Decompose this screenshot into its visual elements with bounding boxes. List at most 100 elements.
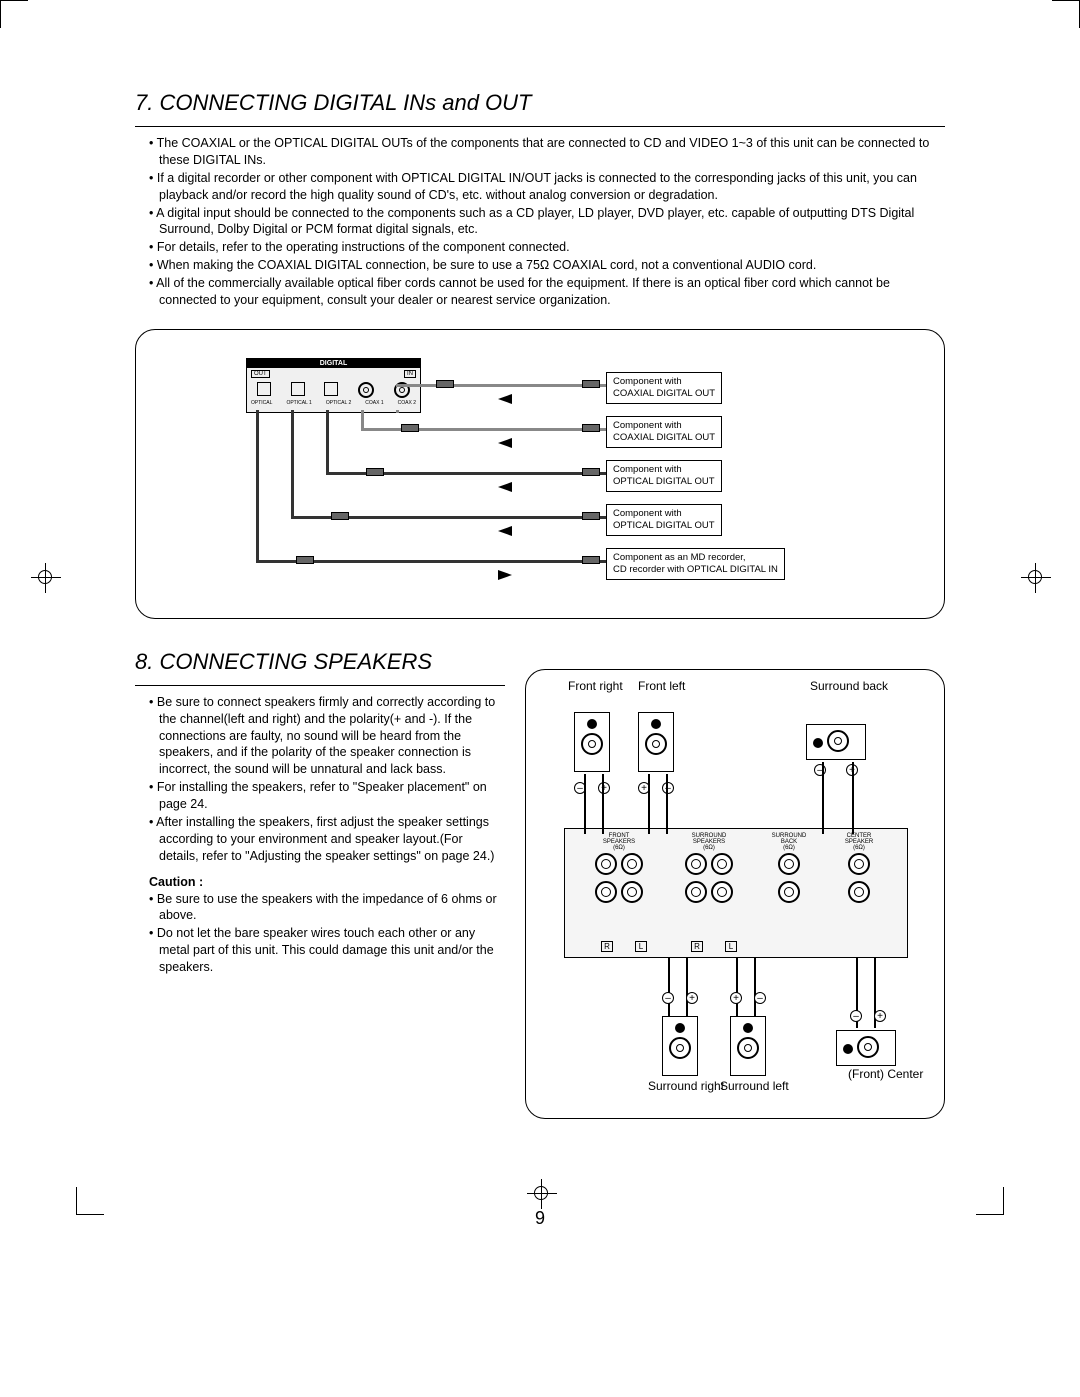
section8-bullets: Be sure to connect speakers firmly and c…: [135, 694, 505, 865]
r-label: R: [691, 941, 703, 952]
bullet: Do not let the bare speaker wires touch …: [149, 925, 505, 976]
component-box: Component withCOAXIAL DIGITAL OUT: [606, 416, 722, 448]
speaker-wire: [686, 958, 688, 1016]
bullet: All of the commercially available optica…: [149, 275, 945, 309]
signal-arrow-icon: [498, 482, 512, 492]
bullet: The COAXIAL or the OPTICAL DIGITAL OUTs …: [149, 135, 945, 169]
bullet: For installing the speakers, refer to "S…: [149, 779, 505, 813]
section8-title: 8. CONNECTING SPEAKERS: [135, 649, 505, 675]
corner-mark: [76, 1187, 104, 1215]
cable-plug: [296, 556, 314, 564]
speaker-wire: [648, 774, 650, 834]
section7-title: 7. CONNECTING DIGITAL INs and OUT: [135, 90, 945, 116]
cable-plug: [582, 512, 600, 520]
speaker-wire: [602, 774, 604, 834]
cable: [361, 410, 364, 428]
polarity-plus: +: [730, 992, 742, 1004]
jack-label: OPTICAL 2: [326, 400, 351, 406]
crop-mark-left: [38, 570, 52, 584]
polarity-plus: +: [686, 992, 698, 1004]
in-label: IN: [404, 370, 416, 378]
coax-in1-jack: [358, 382, 374, 398]
cable-plug: [582, 468, 600, 476]
speaker-surround-left: [730, 1016, 766, 1076]
label-front-center: (Front) Center: [848, 1068, 923, 1081]
jack-label: COAX 1: [365, 400, 383, 406]
corner-mark: [976, 1187, 1004, 1215]
speaker-wire: [822, 762, 824, 834]
component-box: Component as an MD recorder,CD recorder …: [606, 548, 785, 580]
bullet: After installing the speakers, first adj…: [149, 814, 505, 865]
out-label: OUT: [251, 370, 270, 378]
page-number: 9: [135, 1208, 945, 1229]
optical-out-jack: [257, 382, 271, 396]
cable-plug: [582, 424, 600, 432]
speaker-center: [836, 1030, 896, 1066]
cable: [256, 410, 259, 560]
signal-arrow-icon: [498, 394, 512, 404]
section7-bullets: The COAXIAL or the OPTICAL DIGITAL OUTs …: [135, 135, 945, 309]
jack-label: OPTICAL 1: [286, 400, 311, 406]
cable: [396, 384, 606, 387]
cable-plug: [401, 424, 419, 432]
optical-in2-jack: [324, 382, 338, 396]
term-surround: SURROUND SPEAKERS (6Ω): [669, 833, 749, 903]
cable-plug: [366, 468, 384, 476]
bullet: Be sure to use the speakers with the imp…: [149, 891, 505, 925]
page-content: 7. CONNECTING DIGITAL INs and OUT The CO…: [135, 90, 945, 1119]
cable-plug: [582, 556, 600, 564]
speaker-wire: [666, 774, 668, 834]
section8-text: 8. CONNECTING SPEAKERS Be sure to connec…: [135, 649, 505, 1119]
cable-plug: [331, 512, 349, 520]
speaker-surround-right: [662, 1016, 698, 1076]
r-label: R: [601, 941, 613, 952]
section8-underline: [135, 685, 505, 686]
speaker-front-right: [574, 712, 610, 772]
digital-connection-diagram: DIGITAL OUT IN OPTICAL OPTICAL 1 OPTICAL…: [135, 329, 945, 619]
term-surround-back: SURROUND BACK (6Ω): [759, 833, 819, 903]
bullet: Be sure to connect speakers firmly and c…: [149, 694, 505, 778]
cable-plug: [582, 380, 600, 388]
speaker-wire: [736, 958, 738, 1016]
polarity-minus: –: [850, 1010, 862, 1022]
term-center: CENTER SPEAKER (6Ω): [829, 833, 889, 903]
caution-bullets: Be sure to use the speakers with the imp…: [135, 891, 505, 976]
polarity-minus: –: [814, 764, 826, 776]
jack-label: OPTICAL: [251, 400, 272, 406]
crop-mark-right: [1028, 570, 1042, 584]
speaker-wire: [668, 958, 670, 1016]
speaker-wire: [852, 762, 854, 834]
signal-arrow-icon: [498, 438, 512, 448]
optical-in1-jack: [291, 382, 305, 396]
label-front-left: Front left: [638, 680, 685, 693]
bullet: For details, refer to the operating inst…: [149, 239, 945, 256]
corner-mark: [0, 0, 28, 28]
label-front-right: Front right: [568, 680, 623, 693]
label-surround-left: Surround left: [720, 1080, 789, 1093]
l-label: L: [725, 941, 737, 952]
polarity-plus: +: [874, 1010, 886, 1022]
label-surround-right: Surround right: [648, 1080, 724, 1093]
corner-mark: [1052, 0, 1080, 28]
speaker-surround-back: [806, 724, 866, 760]
speaker-front-left: [638, 712, 674, 772]
caution-label: Caution :: [135, 875, 505, 889]
bullet: When making the COAXIAL DIGITAL connecti…: [149, 257, 945, 274]
speaker-terminal-panel: FRONT SPEAKERS (6Ω) SURROUND SPEAKERS (6…: [564, 828, 908, 958]
bullet: A digital input should be connected to t…: [149, 205, 945, 239]
signal-arrow-icon: [498, 570, 512, 580]
term-front: FRONT SPEAKERS (6Ω): [579, 833, 659, 903]
signal-arrow-icon: [498, 526, 512, 536]
polarity-plus: +: [598, 782, 610, 794]
cable: [396, 410, 399, 413]
speaker-wire: [754, 958, 756, 1016]
bullet: If a digital recorder or other component…: [149, 170, 945, 204]
polarity-minus: –: [754, 992, 766, 1004]
speaker-connection-diagram: Front right Front left Surround back – +…: [525, 669, 945, 1119]
cable: [291, 410, 294, 516]
crop-mark-bottom: [534, 1186, 548, 1200]
component-box: Component withCOAXIAL DIGITAL OUT: [606, 372, 722, 404]
l-label: L: [635, 941, 647, 952]
polarity-minus: –: [662, 782, 674, 794]
cable: [361, 428, 606, 431]
